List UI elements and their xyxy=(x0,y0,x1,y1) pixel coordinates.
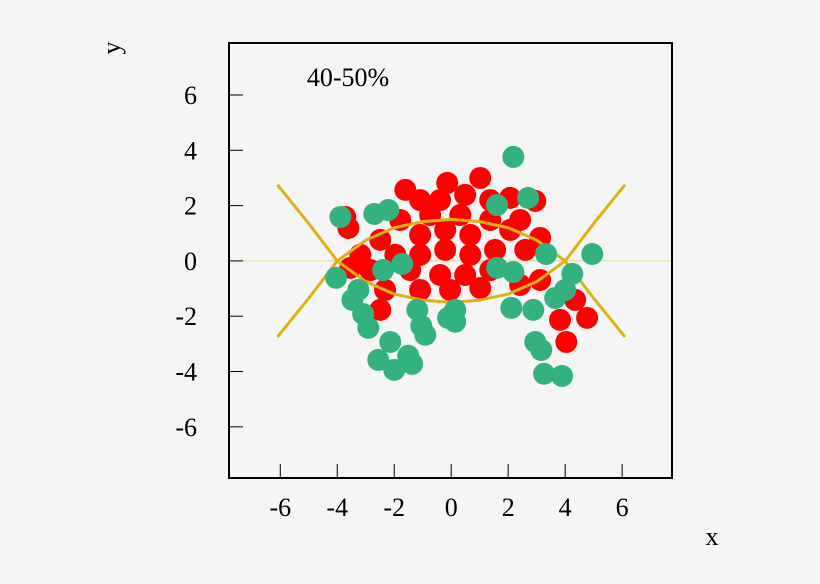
point xyxy=(409,278,432,301)
y-axis-label: y xyxy=(97,42,126,55)
point xyxy=(500,296,523,319)
point xyxy=(502,260,525,283)
point xyxy=(454,264,477,287)
point xyxy=(372,259,395,282)
point xyxy=(459,223,482,246)
point xyxy=(530,338,553,361)
point xyxy=(469,277,492,300)
point xyxy=(369,228,392,251)
x-tick-label: 2 xyxy=(502,493,515,522)
point xyxy=(514,238,537,261)
x-tick-label: -6 xyxy=(269,493,291,522)
x-axis-label: x xyxy=(706,522,719,551)
point xyxy=(357,316,380,339)
point xyxy=(391,252,414,275)
point xyxy=(434,238,457,261)
point xyxy=(434,218,457,241)
point xyxy=(454,183,477,206)
plot-frame xyxy=(228,42,673,479)
point xyxy=(551,364,574,387)
point xyxy=(414,323,437,346)
point xyxy=(484,238,507,261)
point xyxy=(535,243,558,266)
point xyxy=(502,145,525,168)
point xyxy=(436,171,459,194)
point xyxy=(533,362,556,385)
annotation: 40-50% xyxy=(307,63,389,92)
point xyxy=(517,186,540,209)
y-tick-label: -2 xyxy=(175,302,197,331)
point xyxy=(522,298,545,321)
point xyxy=(544,286,567,309)
point xyxy=(459,243,482,266)
point xyxy=(576,306,599,329)
x-tick-label: 0 xyxy=(445,493,458,522)
point xyxy=(469,166,492,189)
point xyxy=(549,308,572,331)
point xyxy=(383,358,406,381)
y-tick-label: 0 xyxy=(184,247,197,276)
y-tick-label: -6 xyxy=(175,413,197,442)
x-tick-label: -4 xyxy=(326,493,348,522)
y-tick-label: -4 xyxy=(175,358,197,387)
point xyxy=(369,298,392,321)
point xyxy=(329,205,352,228)
x-tick-label: -2 xyxy=(383,493,405,522)
x-tick-label: 6 xyxy=(616,493,629,522)
point xyxy=(347,278,370,301)
point xyxy=(379,330,402,353)
y-tick-label: 4 xyxy=(184,136,197,165)
point xyxy=(367,348,390,371)
point xyxy=(409,223,432,246)
point xyxy=(439,278,462,301)
y-tick-label: 2 xyxy=(184,192,197,221)
point xyxy=(401,352,424,375)
point xyxy=(581,243,604,266)
point xyxy=(444,310,467,333)
point xyxy=(325,266,348,289)
point xyxy=(377,199,400,222)
y-tick-label: 6 xyxy=(184,81,197,110)
x-tick-label: 4 xyxy=(559,493,572,522)
point xyxy=(555,330,578,353)
point xyxy=(486,194,509,217)
